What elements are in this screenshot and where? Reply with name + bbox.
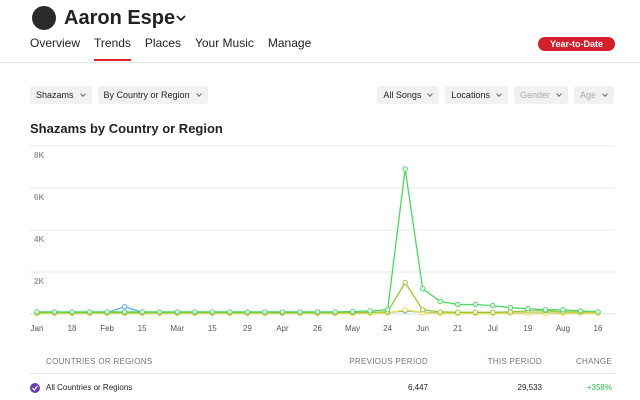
period-button[interactable]: Year-to-Date [538, 37, 615, 51]
data-point [402, 307, 408, 313]
name-chevron[interactable] [176, 14, 186, 22]
filter-dropdown[interactable]: Shazams [30, 86, 92, 104]
data-point [332, 309, 338, 315]
data-point [419, 286, 426, 292]
x-tick-label: 15 [208, 324, 217, 333]
y-tick-label: 8K [34, 151, 44, 160]
x-tick-label: Jan [31, 324, 44, 333]
avatar [32, 6, 56, 30]
table-cell: 29,533 [517, 383, 542, 392]
x-tick-label: Mar [170, 324, 184, 333]
x-tick-label: 15 [138, 324, 147, 333]
data-point [577, 308, 584, 314]
filter-dropdown[interactable]: All Songs [377, 86, 440, 104]
x-tick-label: Aug [556, 324, 570, 333]
filter-dropdown: Gender [513, 86, 568, 104]
data-point [595, 309, 601, 315]
filter-group: Shazams By Country or Region [30, 86, 208, 104]
column-header: PREVIOUS PERIOD [349, 357, 428, 366]
column-header: CHANGE [575, 357, 612, 366]
x-tick-label: May [345, 324, 360, 333]
data-point [279, 309, 286, 315]
data-point [455, 309, 461, 316]
y-tick-label: 4K [34, 235, 44, 244]
data-point [34, 309, 40, 315]
tab[interactable]: Your Music [194, 36, 254, 50]
filter-dropdown[interactable]: By Country or Region [97, 86, 208, 104]
data-point [367, 308, 373, 314]
row-checkbox[interactable] [30, 383, 40, 393]
tab[interactable]: Manage [267, 36, 312, 50]
data-point [86, 309, 93, 315]
filter-dropdown: Age [573, 86, 614, 104]
data-point [437, 309, 443, 315]
data-point [419, 307, 426, 313]
filter-group: All Songs Locations Gender Age [377, 86, 614, 104]
column-header: COUNTRIES OR REGIONS [46, 357, 153, 366]
x-tick-label: 16 [594, 324, 603, 333]
data-point [157, 309, 163, 315]
series-line [37, 169, 599, 313]
data-point [490, 309, 496, 316]
data-point [121, 303, 128, 310]
data-point [262, 309, 268, 315]
tab[interactable]: Trends [94, 36, 131, 61]
x-tick-label: Apr [276, 324, 289, 333]
data-point [139, 309, 145, 315]
data-point [314, 309, 321, 315]
x-tick-label: 18 [68, 324, 77, 333]
table-cell: All Countries or Regions [46, 383, 133, 392]
y-tick-label: 6K [34, 193, 44, 202]
x-tick-label: 24 [383, 324, 392, 333]
tab-bar: Overview Trends Places Your Music Manage [30, 36, 325, 61]
x-tick-label: 19 [523, 324, 532, 333]
row-divider [30, 373, 615, 374]
data-point [402, 279, 408, 286]
table-cell: +358% [586, 383, 612, 392]
divider [0, 62, 640, 63]
data-point [490, 302, 496, 309]
artist-name[interactable]: Aaron Espe [64, 7, 176, 29]
filter-dropdown[interactable]: Locations [445, 86, 508, 104]
chart-title: Shazams by Country or Region [30, 121, 223, 136]
table-cell: 6,447 [407, 383, 428, 392]
data-point [227, 309, 233, 315]
column-header[interactable]: THIS PERIOD [487, 357, 542, 366]
data-point [402, 166, 408, 172]
data-point [297, 309, 303, 315]
data-point [69, 309, 75, 315]
data-point [51, 309, 58, 315]
data-point [244, 309, 251, 315]
x-tick-label: 29 [243, 324, 252, 333]
data-point [525, 306, 531, 312]
data-point [384, 307, 391, 313]
data-point [455, 301, 461, 308]
data-point [121, 309, 128, 315]
data-point [209, 309, 216, 315]
data-point [560, 307, 566, 313]
tab[interactable]: Overview [30, 36, 81, 50]
data-point [192, 309, 198, 315]
x-tick-label: Jul [488, 324, 498, 333]
y-tick-label: 2K [34, 277, 44, 286]
data-point [174, 309, 180, 315]
x-tick-label: 21 [453, 324, 462, 333]
data-point [349, 308, 356, 315]
data-point [437, 298, 443, 305]
data-point [507, 305, 514, 311]
data-point [472, 309, 478, 316]
x-tick-label: Jun [416, 324, 429, 333]
data-point [104, 309, 110, 315]
tab[interactable]: Places [144, 36, 181, 50]
data-point [542, 307, 549, 313]
x-tick-label: 26 [313, 324, 322, 333]
x-tick-label: Feb [100, 324, 114, 333]
data-point [472, 301, 478, 308]
